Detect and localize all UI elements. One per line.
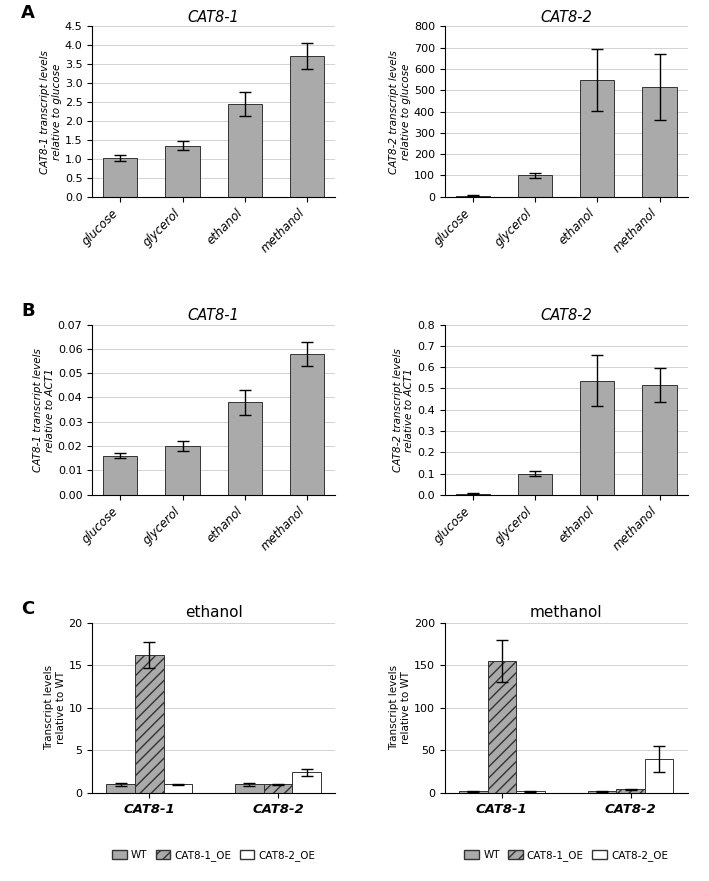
- Bar: [104, 159, 138, 196]
- Bar: [644, 759, 674, 793]
- Title: CAT8-2: CAT8-2: [540, 11, 592, 26]
- Bar: [642, 385, 676, 495]
- Text: C: C: [21, 600, 35, 618]
- Bar: [228, 403, 262, 495]
- Y-axis label: CAT8-1 transcript levels
relative to glucose: CAT8-1 transcript levels relative to glu…: [40, 49, 62, 174]
- Title: CAT8-1: CAT8-1: [188, 11, 240, 26]
- Bar: [165, 446, 200, 495]
- Bar: [104, 455, 138, 495]
- Bar: [264, 784, 292, 793]
- Bar: [580, 381, 615, 495]
- Bar: [518, 175, 552, 196]
- Bar: [235, 784, 264, 793]
- Y-axis label: CAT8-2 transcript levels
relative to glucose: CAT8-2 transcript levels relative to glu…: [389, 49, 411, 174]
- Y-axis label: Transcript levels
relative to WT: Transcript levels relative to WT: [44, 665, 65, 751]
- Bar: [292, 773, 321, 793]
- Bar: [106, 784, 135, 793]
- Y-axis label: CAT8-1 transcript levels
relative to ACT1: CAT8-1 transcript levels relative to ACT…: [33, 348, 55, 471]
- Bar: [642, 87, 676, 196]
- Title: methanol: methanol: [530, 605, 603, 620]
- Title: CAT8-1: CAT8-1: [188, 308, 240, 323]
- Bar: [456, 493, 490, 495]
- Y-axis label: CAT8-2 transcript levels
relative to ACT1: CAT8-2 transcript levels relative to ACT…: [393, 348, 414, 471]
- Legend: WT, CAT8-1_OE, CAT8-2_OE: WT, CAT8-1_OE, CAT8-2_OE: [460, 846, 672, 865]
- Bar: [165, 145, 200, 196]
- Bar: [228, 104, 262, 196]
- Legend: WT, CAT8-1_OE, CAT8-2_OE: WT, CAT8-1_OE, CAT8-2_OE: [108, 846, 320, 865]
- Bar: [580, 79, 615, 196]
- Bar: [518, 474, 552, 495]
- Bar: [488, 661, 516, 793]
- Bar: [290, 353, 324, 495]
- Bar: [135, 655, 164, 793]
- Text: B: B: [21, 302, 35, 320]
- Title: CAT8-2: CAT8-2: [540, 308, 592, 323]
- Bar: [516, 791, 545, 793]
- Bar: [459, 791, 488, 793]
- Y-axis label: Transcript levels
relative to WT: Transcript levels relative to WT: [389, 665, 411, 751]
- Title: ethanol: ethanol: [185, 605, 242, 620]
- Bar: [588, 791, 616, 793]
- Bar: [616, 789, 644, 793]
- Text: A: A: [21, 4, 35, 22]
- Bar: [164, 784, 192, 793]
- Bar: [290, 56, 324, 196]
